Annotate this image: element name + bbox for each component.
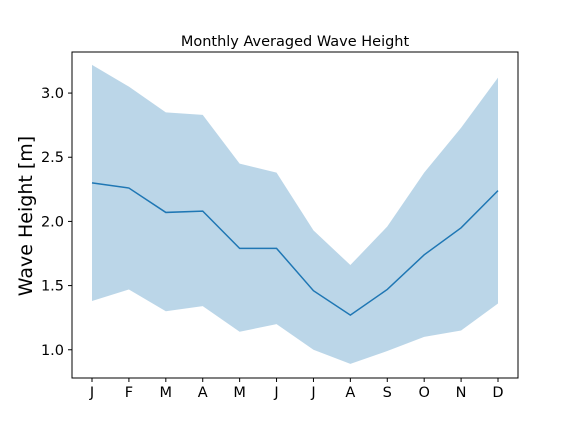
x-tick-label: A (345, 385, 355, 401)
x-tick-label: N (456, 385, 467, 401)
x-tick-label: J (310, 385, 315, 401)
x-tick-label: S (383, 385, 392, 401)
x-tick-label: M (233, 385, 246, 401)
x-tick-label: J (89, 385, 94, 401)
y-tick-label: 2.5 (41, 150, 64, 166)
mean-line (91, 182, 499, 317)
x-tick-label: O (418, 385, 429, 401)
y-tick-label: 3.0 (41, 86, 64, 102)
y-tick-label: 1.5 (41, 279, 64, 295)
y-tick-label: 2.0 (41, 214, 64, 230)
y-axis-label: Wave Height [m] (15, 136, 37, 296)
x-tick-label: D (492, 385, 503, 401)
axes-frame (71, 51, 519, 379)
y-axis: 1.0 1.5 2.0 2.5 3.0 (41, 86, 72, 359)
chart-title: Monthly Averaged Wave Height (181, 34, 410, 50)
x-tick-label: F (125, 385, 133, 401)
range-band (92, 64, 498, 364)
x-tick-label: M (160, 385, 173, 401)
x-tick-label: A (198, 385, 208, 401)
x-tick-label: J (273, 385, 278, 401)
y-tick-label: 1.0 (41, 343, 64, 359)
plot-area (91, 64, 499, 364)
